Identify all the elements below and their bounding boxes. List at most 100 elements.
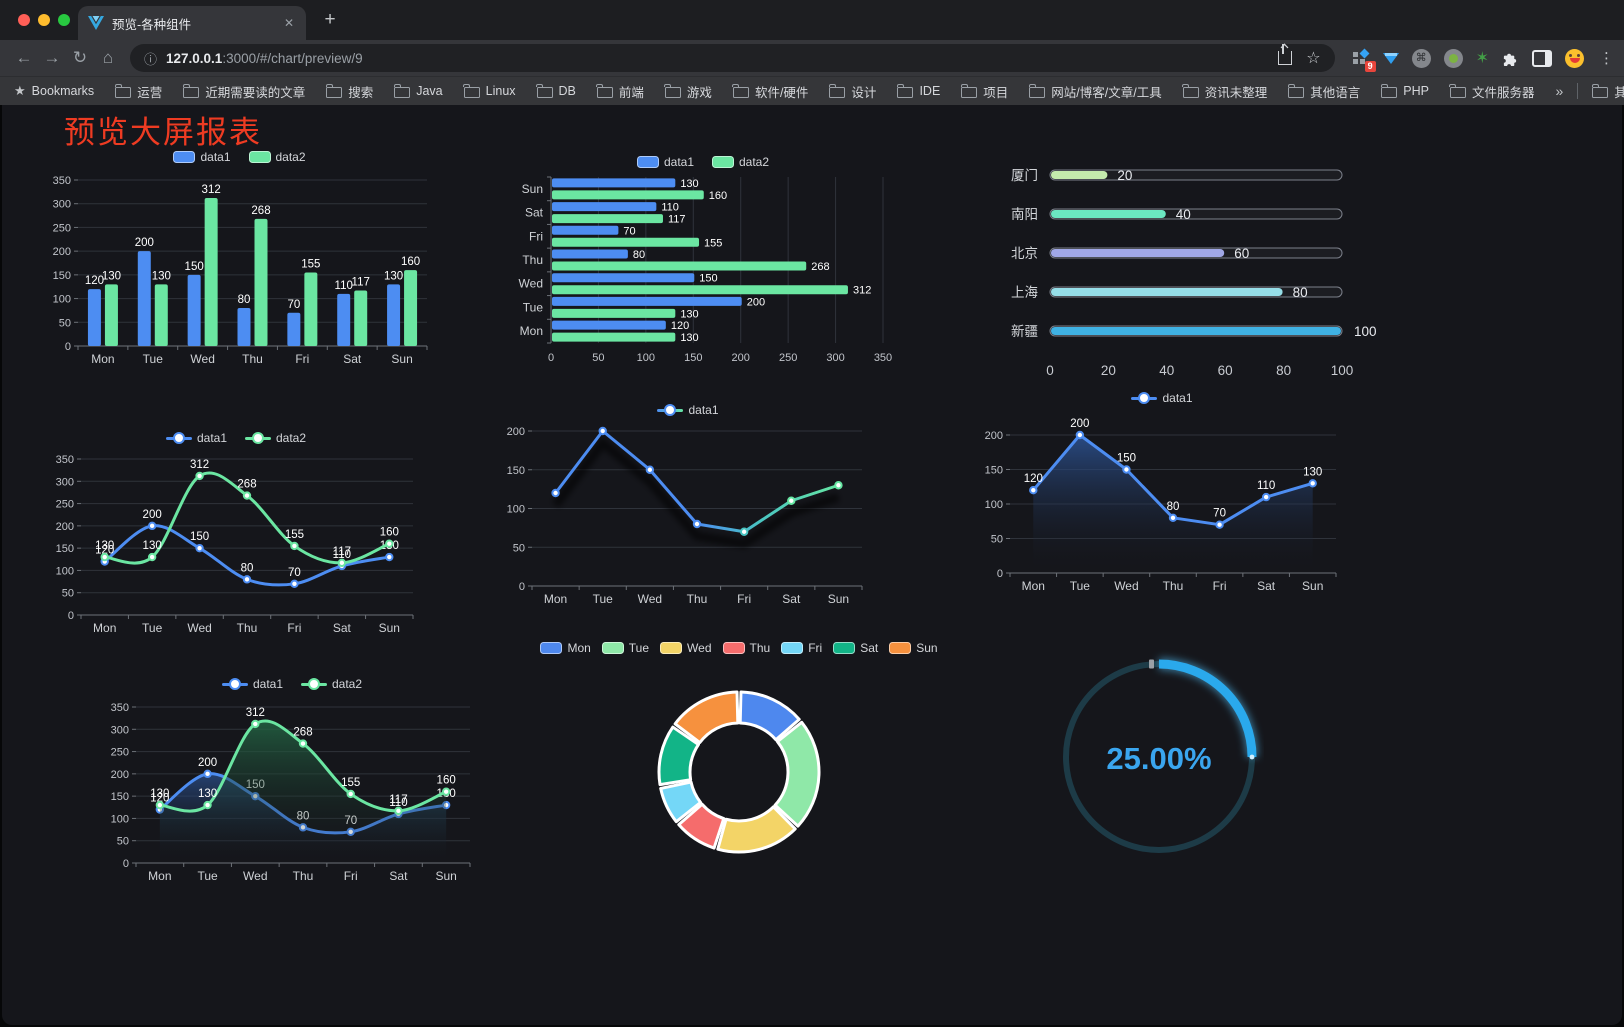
home-icon[interactable]: ⌂ [102,48,114,67]
close-window-button[interactable] [18,14,30,26]
window-controls [18,14,70,26]
bookmark-folder-label: 设计 [851,85,877,100]
svg-text:Sun: Sun [391,352,412,366]
chart-grouped-bar[interactable]: data1 data2 0 50 100 150 200 250 300 350 Mon Tue Wed… [42,146,437,374]
bookmark-star-icon[interactable]: ☆ [1306,50,1321,67]
reload-icon[interactable]: ↻ [72,48,88,67]
bookmark-folder[interactable]: 近期需要读的文章 [182,82,305,101]
bookmark-folder[interactable]: 文件服务器 [1449,82,1534,101]
legend-item-data2[interactable]: data2 [712,155,769,169]
folder-icon [896,84,914,98]
page-title: 预览大屏报表 [64,115,262,150]
svg-text:250: 250 [779,352,797,364]
legend-item-data2[interactable]: data2 [301,677,362,691]
zoom-window-button[interactable] [58,14,70,26]
svg-text:Thu: Thu [237,621,258,635]
legend-label: data2 [275,150,306,164]
browser-tab[interactable]: 预览-各种组件 ✕ [78,6,306,40]
bookmarks-overflow-icon[interactable]: » [1555,83,1564,99]
bookmark-folder[interactable]: 网站/博客/文章/工具 [1028,82,1162,101]
chart-canvas[interactable]: 0 50 100 150 200 250 300 350 Mon Tue Wed Thu Fri Sat S… [42,168,437,374]
minimize-window-button[interactable] [38,14,50,26]
vue-devtools-icon[interactable] [1382,52,1399,64]
legend-item-data2[interactable]: data2 [245,431,306,445]
chart-single-area[interactable]: data1 0 50 100 150 200 Mon Tue Wed Thu Fri Sat Sun 12… [974,387,1350,599]
bookmark-folder[interactable]: DB [536,82,576,101]
svg-text:70: 70 [623,225,635,237]
bookmarks-root[interactable]: ★ Bookmarks [14,83,94,99]
sidebar-toggle-icon[interactable] [1532,49,1552,67]
back-icon[interactable]: ← [15,48,33,67]
svg-text:130: 130 [152,270,171,282]
legend-item-data1[interactable]: data1 [173,150,231,164]
bookmark-folder[interactable]: IDE [896,82,940,101]
legend-item-Fri[interactable]: Fri [781,641,822,655]
bookmark-folder[interactable]: 运营 [114,82,162,101]
chart-grouped-hbar[interactable]: data1 data2 0 50 100 150 200 250 300 350 Sun 130 160… [507,151,899,369]
bookmark-folder[interactable]: 软件/硬件 [732,82,808,101]
folder-icon [1449,84,1466,98]
legend-item-Tue[interactable]: Tue [601,641,649,655]
recorder-extension-icon[interactable] [1443,48,1463,68]
browser-menu-icon[interactable]: ⋮ [1599,50,1614,67]
bookmark-folder[interactable]: 搜索 [325,82,373,101]
legend-item-data1[interactable]: data1 [221,677,283,691]
folder-icon [732,84,749,98]
chart-canvas[interactable] [550,660,928,871]
folder-icon [114,84,132,98]
extensions-puzzle-icon[interactable] [1502,50,1519,67]
bookmark-folder[interactable]: PHP [1380,82,1429,101]
bookmark-folder[interactable]: 设计 [828,82,877,101]
emoji-extension-icon[interactable] [1565,48,1584,68]
forward-icon[interactable]: → [43,48,61,67]
legend-item-data1[interactable]: data1 [657,403,719,417]
chart-two-areas[interactable]: data1 data2 0 50 100 150 200 250 300 350 Mon Tue Wed… [102,673,482,893]
legend-item-Wed[interactable]: Wed [660,641,712,655]
bookmark-folder-label: PHP [1403,84,1429,98]
legend-item-data1[interactable]: data1 [165,431,227,445]
bookmark-folder[interactable]: 资讯未整理 [1182,82,1267,101]
legend-item-Mon[interactable]: Mon [540,641,591,655]
tab-close-icon[interactable]: ✕ [283,16,294,30]
chart-percent-gauge[interactable]: 25.00% [1054,645,1264,865]
green-star-extension-icon[interactable]: ✶ [1475,50,1489,67]
bookmark-folder[interactable]: 前端 [596,82,644,101]
chart-two-lines[interactable]: data1 data2 0 50 100 150 200 250 300 350 Mon Tue Wed… [47,427,425,645]
extension-grid-icon[interactable]: 9 [1352,48,1376,72]
bookmark-folder[interactable]: Java [393,82,443,101]
svg-text:312: 312 [246,707,265,719]
svg-text:150: 150 [56,543,74,555]
bookmarks-star-icon: ★ [14,83,26,98]
legend-item-Sun[interactable]: Sun [889,641,938,655]
legend-item-Thu[interactable]: Thu [722,641,770,655]
share-icon[interactable] [1278,44,1293,65]
address-bar[interactable]: ⓘ 127.0.0.1 :3000/#/chart/preview/9 ☆ [130,44,1335,72]
chart-canvas[interactable]: 0 50 100 150 200 250 300 350 Mon Tue Wed Thu Fri Sat S… [102,695,482,893]
svg-text:100: 100 [1354,324,1377,339]
bookmark-folder[interactable]: Linux [463,82,516,101]
svg-text:Fri: Fri [529,229,543,243]
bookmark-folder[interactable]: 项目 [960,82,1008,101]
chart-canvas[interactable]: 0 50 100 150 200 250 300 350 Mon Tue Wed Thu Fri Sat S… [47,449,425,645]
legend-item-Sat[interactable]: Sat [833,641,878,655]
chart-canvas[interactable]: 0 50 100 150 200 Mon Tue Wed Thu Fri Sat Sun [500,421,876,614]
chart-canvas[interactable]: 厦门 20 南阳 40 北京 60 上海 80 新疆 100 0 20 40 60 80 100 [990,157,1390,387]
chart-week-donut[interactable]: Mon Tue Wed Thu Fri Sat Sun [540,636,938,871]
command-extension-icon[interactable]: ⌘ [1411,48,1431,68]
bookmark-folder[interactable]: 其他语言 [1287,82,1360,101]
chart-canvas[interactable]: 25.00% [1054,645,1264,865]
new-tab-button[interactable]: + [324,9,336,30]
legend-item-data2[interactable]: data2 [248,150,306,164]
bookmark-folder[interactable]: 游戏 [664,82,712,101]
chart-canvas[interactable]: 0 50 100 150 200 Mon Tue Wed Thu Fri Sat Sun 120 200 1… [974,409,1350,599]
svg-text:300: 300 [826,352,844,364]
legend-item-data1[interactable]: data1 [1131,391,1193,405]
svg-text:160: 160 [401,256,420,268]
site-info-icon[interactable]: ⓘ [144,51,158,67]
chart-city-progress[interactable]: 厦门 20 南阳 40 北京 60 上海 80 新疆 100 0 20 40 60 80 100 [990,157,1390,387]
other-bookmarks[interactable]: 其他书签 [1591,82,1624,101]
chart-gradient-line[interactable]: data1 0 50 100 150 200 Mon Tue Wed Thu Fri Sat Sun [500,399,876,614]
legend-label: Wed [687,641,712,655]
legend-item-data1[interactable]: data1 [636,155,694,169]
